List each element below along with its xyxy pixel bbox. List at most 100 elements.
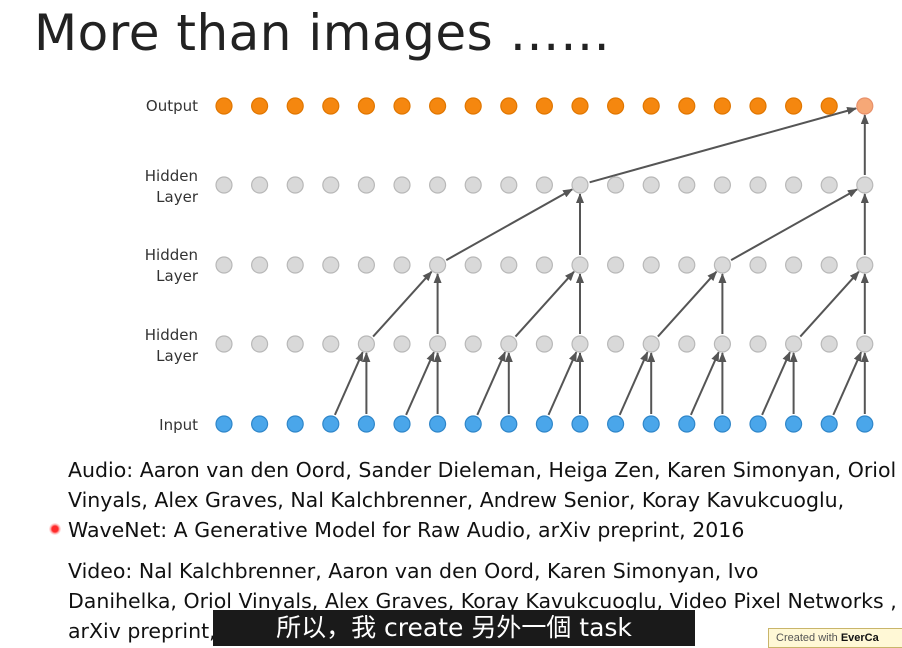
input-label: Input [159,416,198,434]
input-node [500,415,518,433]
hidden-layer-3-label-line1: Hidden [145,167,198,185]
hidden-1-node [606,335,625,353]
hidden-3-node [215,176,233,194]
input-node [571,415,589,433]
output-node [322,97,340,115]
input-node [215,415,233,433]
connection-arrow [405,351,435,416]
output-node [784,97,803,115]
input-node [393,415,411,433]
hidden-1-node [713,335,732,353]
audio-reference: Audio: Aaron van den Oord, Sander Dielem… [68,455,896,545]
connection-arrow [730,188,858,261]
hidden-3-node [322,176,340,194]
hidden-1-node [251,335,269,353]
audio-reference-line: Audio: Aaron van den Oord, Sander Dielem… [68,458,897,482]
hidden-2-node [642,256,660,274]
connection-arrow [445,188,574,261]
output-node [393,97,411,115]
input-node [642,415,660,433]
input-node [606,415,625,433]
hidden-layer-1-label-line1: Hidden [145,326,198,344]
output-label: Output [146,97,198,115]
hidden-1-node [678,335,696,353]
hidden-1-node [784,335,803,353]
hidden-1-node [500,335,518,353]
hidden-3-node [429,176,447,194]
hidden-3-node [820,176,838,194]
slide-title: More than images …… [34,4,611,62]
hidden-layer-1-label-line2: Layer [156,347,199,365]
output-node [500,97,518,115]
hidden-2-node [286,256,304,274]
input-node [713,415,732,433]
hidden-3-node [286,176,304,194]
connection-arrow [657,270,718,338]
hidden-1-node [393,335,411,353]
hidden-2-node [464,256,482,274]
hidden-1-node [749,335,767,353]
hidden-1-node [535,335,554,353]
hidden-3-node [642,176,660,194]
hidden-layer-2-label-line2: Layer [156,267,199,285]
output-node [820,97,838,115]
hidden-3-node [749,176,767,194]
watermark-prefix: Created with [776,632,841,644]
hidden-3-node [393,176,411,194]
connection-arrow [514,270,575,338]
hidden-2-node [606,256,625,274]
hidden-3-node [500,176,518,194]
hidden-2-node [322,256,340,274]
hidden-3-node [571,176,589,194]
hidden-1-node [357,335,375,353]
output-node [251,97,269,115]
hidden-2-node [535,256,554,274]
output-node [429,97,447,115]
hidden-1-node [820,335,838,353]
output-node [464,97,482,115]
output-node [571,97,589,115]
watermark-badge: Created with EverCa [768,628,902,648]
hidden-1-node [322,335,340,353]
hidden-1-node [856,335,874,353]
hidden-2-node [251,256,269,274]
connection-arrow [589,106,858,184]
node-grid [215,97,874,433]
hidden-3-node [535,176,554,194]
audio-reference-line: WaveNet: A Generative Model for Raw Audi… [68,518,745,542]
video-subtitle: 所以，我 create 另外一個 task [213,610,695,646]
input-node [464,415,482,433]
output-node [642,97,660,115]
input-node [322,415,340,433]
hidden-1-node [429,335,447,353]
hidden-3-node [357,176,375,194]
hidden-layer-3-label-line2: Layer [156,188,199,206]
output-node [713,97,732,115]
input-node [251,415,269,433]
hidden-2-node [429,256,447,274]
hidden-1-node [215,335,233,353]
output-node [215,97,233,115]
hidden-2-node [215,256,233,274]
connection-arrow [799,270,860,338]
hidden-2-node [856,256,874,274]
hidden-3-node [784,176,803,194]
video-reference-line: Danihelka, Oriol Vinyals, Alex Graves, K… [68,589,897,613]
output-node [678,97,696,115]
connection-arrow [689,351,720,416]
input-node [678,415,696,433]
hidden-2-node [784,256,803,274]
hidden-3-node [678,176,696,194]
connection-arrow [618,351,649,416]
connection-arrow [476,351,507,416]
input-node [286,415,304,433]
hidden-3-node [464,176,482,194]
output-node [606,97,625,115]
input-node [749,415,767,433]
input-node [535,415,554,433]
connection-arrow [761,351,791,416]
hidden-1-node [571,335,589,353]
audio-reference-line: Vinyals, Alex Graves, Nal Kalchbrenner, … [68,488,845,512]
output-node [856,97,874,115]
hidden-1-node [464,335,482,353]
